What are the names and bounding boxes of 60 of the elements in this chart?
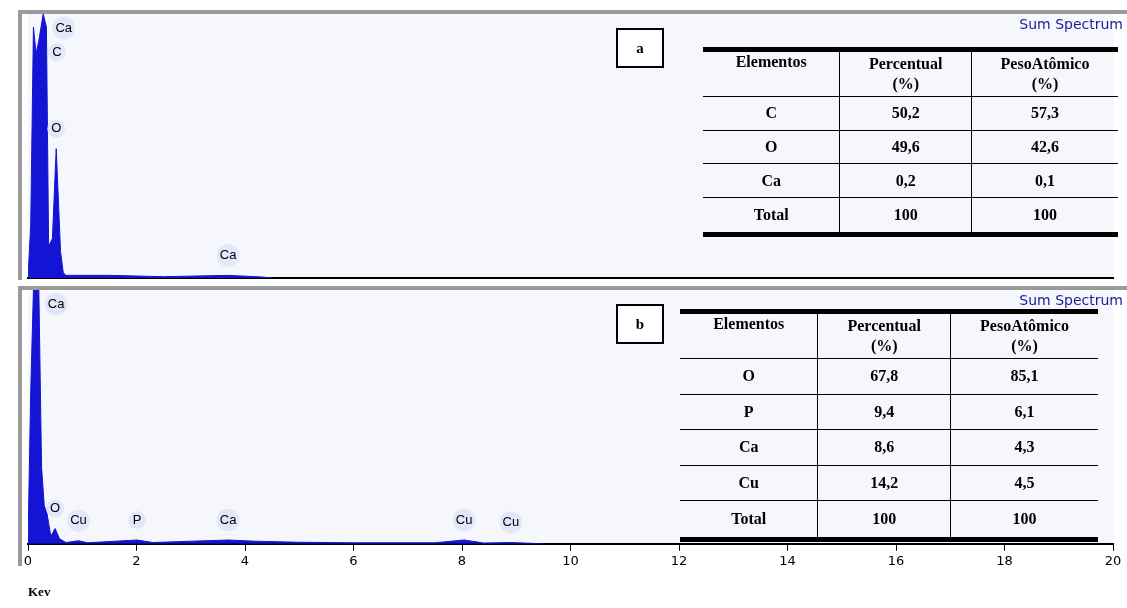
x-tick-label: 4	[240, 552, 250, 568]
text: 100	[872, 510, 897, 528]
annotation: P	[132, 511, 142, 527]
category-label: Ca	[738, 438, 759, 456]
text: 100	[893, 206, 918, 224]
text: 57,3	[1031, 104, 1059, 122]
text: 67,8	[870, 367, 899, 385]
annotation: Ca	[219, 246, 238, 262]
annotation: Ca	[219, 511, 238, 527]
text: 0,2	[895, 171, 916, 189]
x-tick-label: 6	[349, 552, 358, 568]
text: 0,1	[1035, 171, 1055, 189]
text: 49,6	[891, 138, 920, 156]
category-label: C	[765, 104, 777, 122]
text: 4,3	[1014, 438, 1035, 456]
text: 14,2	[870, 473, 899, 491]
text: 4,5	[1014, 473, 1035, 491]
text: 8,6	[874, 438, 895, 456]
category-label: Percentual (%)	[817, 311, 951, 359]
category-label: PesoAtômico (%)	[950, 311, 1098, 359]
category-label: Total	[753, 206, 789, 224]
category-label: P	[743, 402, 754, 420]
text: 100	[1033, 206, 1057, 224]
annotation: Cu	[455, 511, 473, 527]
x-tick-label: 14	[779, 552, 796, 568]
annotation: O	[51, 120, 62, 136]
annotation: b	[616, 304, 664, 344]
category-label: Percentual (%)	[839, 49, 972, 97]
text: 6,1	[1014, 402, 1035, 420]
category-label: O	[764, 138, 778, 156]
x-tick-label: 18	[996, 552, 1013, 568]
text: 100	[1012, 510, 1037, 528]
category-label: Total	[731, 510, 767, 528]
category-label: Ca	[761, 171, 781, 189]
annotation: Sum Spectrum	[1019, 292, 1123, 308]
text: 9,4	[874, 402, 895, 420]
category-label: Cu	[738, 473, 759, 491]
annotation: O	[50, 500, 61, 516]
x-tick-label: 16	[887, 552, 905, 568]
annotation: Ca	[47, 295, 66, 311]
x-tick-label: 0	[23, 552, 33, 568]
annotation: Sum Spectrum	[1019, 16, 1123, 32]
text: 42,6	[1031, 138, 1059, 156]
text: 50,2	[891, 104, 920, 122]
x-tick-label: 12	[670, 552, 688, 568]
category-label: PesoAtômico (%)	[971, 49, 1118, 97]
annotation: Cu	[70, 512, 87, 528]
x-tick-label: 2	[132, 552, 141, 568]
category-label: O	[742, 367, 755, 385]
annotation: a	[616, 28, 664, 68]
x-tick-label: 20	[1104, 552, 1122, 568]
text: Elementos	[680, 311, 818, 359]
annotation: Cu	[502, 514, 520, 530]
annotation: C	[52, 43, 62, 59]
text: 85,1	[1010, 367, 1039, 385]
x-tick-label: 8	[457, 552, 467, 568]
x-axis-title: Kev	[28, 583, 51, 599]
x-tick-label: 10	[562, 552, 579, 568]
text: Elementos	[703, 49, 840, 97]
annotation: Ca	[55, 19, 73, 35]
